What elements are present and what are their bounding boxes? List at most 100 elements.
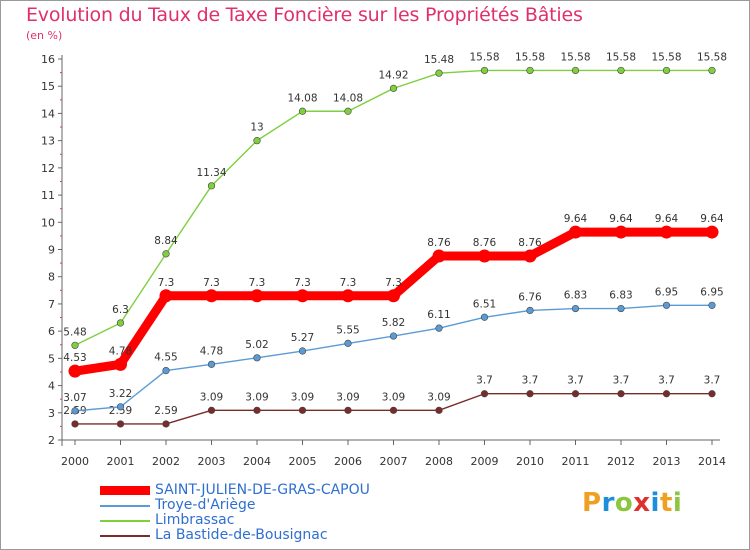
x-tick-label: 2014 [698,455,726,468]
y-tick-label: 13 [41,135,55,148]
data-label: 5.02 [245,339,268,351]
data-point [296,289,309,303]
y-tick-label: 16 [41,53,55,66]
y-tick-label: 12 [41,162,55,175]
data-label: 9.64 [655,213,679,225]
x-tick-label: 2011 [562,455,590,468]
legend-label: SAINT-JULIEN-DE-GRAS-CAPOU [155,482,370,498]
data-point [526,306,534,315]
data-point [253,406,261,414]
data-point [205,289,218,303]
data-label: 3.7 [476,375,493,387]
data-label: 4.78 [109,345,132,357]
data-point [71,420,79,428]
data-label: 7.3 [340,277,357,289]
data-point [571,390,580,398]
x-tick-label: 2001 [107,455,135,468]
data-label: 4.53 [63,352,86,364]
logo-letter: i [650,488,660,518]
y-tick-label: 15 [41,80,55,93]
data-label: 6.95 [655,286,678,298]
legend-swatch-troye [100,505,150,507]
data-label: 3.7 [704,375,721,387]
data-label: 3.22 [109,388,132,400]
data-point [207,406,216,414]
logo-letter: x [633,488,651,518]
legend-label: Troye-d'Ariège [155,497,256,513]
y-tick-label: 4 [48,380,55,393]
data-label: 6.11 [427,309,450,321]
data-point [708,390,716,398]
data-point [617,390,625,398]
data-point [71,407,79,415]
data-point [480,313,489,321]
x-tick-label: 2006 [334,455,362,468]
data-point [116,420,125,428]
data-label: 7.3 [158,277,175,289]
data-point [298,406,307,414]
data-label: 14.08 [287,92,317,104]
data-point [253,354,261,362]
data-point [114,357,127,371]
x-tick-label: 2005 [289,455,317,468]
data-label: 7.3 [385,277,402,289]
data-label: 6.83 [564,290,587,302]
data-label: 9.64 [564,213,588,225]
data-point [207,360,216,368]
data-point [705,225,719,239]
x-tick-label: 2013 [653,455,681,468]
data-label: 8.76 [473,237,497,249]
data-label: 7.3 [249,277,266,289]
logo-letter: i [672,488,683,518]
y-tick-label: 14 [41,107,55,120]
data-label: 6.3 [112,304,129,316]
legend-item[interactable]: SAINT-JULIEN-DE-GRAS-CAPOU [100,482,440,499]
data-point [162,367,170,375]
data-point [344,107,352,115]
legend-item[interactable]: Limbrassac [100,512,440,529]
data-label: 15.58 [606,51,636,63]
y-tick-label: 6 [48,325,55,338]
legend-swatch-la-bastide [100,535,150,537]
data-label: 3.09 [427,391,450,403]
data-point [614,225,628,239]
proxiti-logo[interactable]: Proxiti [582,488,682,518]
data-label: 15.58 [651,51,681,63]
x-tick-label: 2004 [243,455,271,468]
data-point [68,364,82,378]
data-point [708,66,716,75]
logo-letter: t [659,488,673,518]
data-point [253,137,261,145]
data-point [435,69,443,77]
data-label: 3.07 [63,392,86,404]
logo-letter: r [601,488,615,518]
legend-item[interactable]: Troye-d'Ariège [100,497,440,514]
data-label: 5.55 [336,324,359,336]
data-point [708,301,716,309]
data-label: 15.58 [515,51,545,63]
data-point [662,390,671,398]
data-label: 9.64 [700,213,724,225]
data-point [526,390,534,398]
data-label: 4.78 [200,345,223,357]
data-point [116,319,125,327]
data-label: 3.09 [291,391,314,403]
data-label: 15.58 [560,51,590,63]
logo-letter: P [582,488,602,518]
data-label: 3.09 [245,391,268,403]
data-point [344,406,352,414]
data-point [387,289,400,303]
y-tick-label: 7 [48,298,55,311]
data-label: 15.58 [469,51,499,63]
x-tick-label: 2010 [516,455,544,468]
legend: SAINT-JULIEN-DE-GRAS-CAPOU Troye-d'Arièg… [100,482,440,544]
data-point [298,107,307,115]
legend-item[interactable]: La Bastide-de-Bousignac [100,527,440,544]
data-label: 2.59 [154,405,177,417]
data-point [571,304,580,313]
data-label: 14.92 [378,69,408,81]
data-point [71,341,79,349]
data-point [480,390,489,398]
data-point [435,324,443,332]
data-point [389,406,398,414]
